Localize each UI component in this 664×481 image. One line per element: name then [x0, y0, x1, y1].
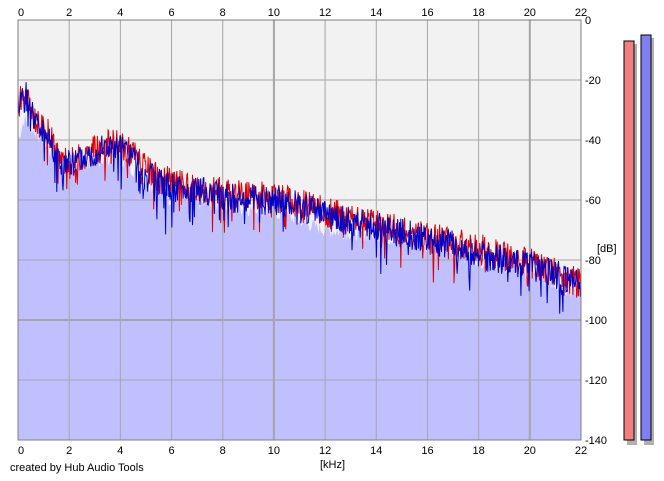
- y-tick-label: -80: [585, 255, 601, 267]
- x-tick-label-top: 10: [268, 7, 280, 19]
- series-lines: [17, 82, 582, 314]
- plot-frame: [17, 19, 582, 441]
- x-tick-label-top: 0: [18, 7, 24, 19]
- x-tick-label-top: 8: [220, 7, 226, 19]
- y-tick-label: -40: [585, 135, 601, 147]
- x-tick-label-top: 18: [473, 7, 485, 19]
- x-tick-label-bottom: 12: [319, 445, 331, 457]
- y-tick-label: -100: [585, 315, 607, 327]
- y-tick-label: -20: [585, 75, 601, 87]
- level-meters: [623, 34, 654, 445]
- credit-label: created by Hub Audio Tools: [10, 462, 144, 474]
- x-tick-label-bottom: 10: [268, 445, 280, 457]
- y-tick-label: -120: [585, 375, 607, 387]
- x-unit-label: [kHz]: [320, 459, 345, 471]
- x-tick-label-bottom: 22: [575, 445, 587, 457]
- x-tick-label-top: 16: [421, 7, 433, 19]
- level-meter-bar: [640, 34, 652, 441]
- x-tick-label-bottom: 4: [117, 445, 123, 457]
- x-tick-label-bottom: 8: [220, 445, 226, 457]
- y-unit-label: [dB]: [597, 243, 617, 255]
- x-tick-label-bottom: 0: [18, 445, 24, 457]
- x-tick-label-top: 22: [575, 7, 587, 19]
- x-tick-label-top: 4: [117, 7, 123, 19]
- x-tick-label-bottom: 16: [421, 445, 433, 457]
- x-tick-label-top: 12: [319, 7, 331, 19]
- x-tick-label-bottom: 14: [370, 445, 382, 457]
- y-tick-label: 0: [585, 15, 591, 27]
- x-tick-label-bottom: 6: [168, 445, 174, 457]
- x-ticks-bottom: 0 2 4 6 8 10 12 14 16 18 20 22: [18, 445, 587, 457]
- series-line-1: [17, 86, 582, 298]
- x-tick-label-top: 6: [168, 7, 174, 19]
- y-tick-label: -140: [585, 435, 607, 447]
- x-tick-label-top: 2: [66, 7, 72, 19]
- x-ticks-top: 0 2 4 6 8 10 12 14 16 18 20 22: [18, 7, 587, 19]
- x-tick-label-top: 20: [524, 7, 536, 19]
- y-ticks: 0 -20 -40 -60 -80 -100 -120 -140: [585, 15, 607, 447]
- level-meter-bar: [623, 40, 635, 441]
- x-tick-label-bottom: 2: [66, 445, 72, 457]
- filled-spectrum-area: [18, 114, 581, 440]
- y-tick-label: -60: [585, 195, 601, 207]
- x-tick-label-bottom: 20: [524, 445, 536, 457]
- grid: [18, 20, 581, 440]
- series-line-2: [17, 82, 582, 314]
- x-tick-label-bottom: 18: [473, 445, 485, 457]
- area-fill: [18, 114, 581, 440]
- x-tick-label-top: 14: [370, 7, 382, 19]
